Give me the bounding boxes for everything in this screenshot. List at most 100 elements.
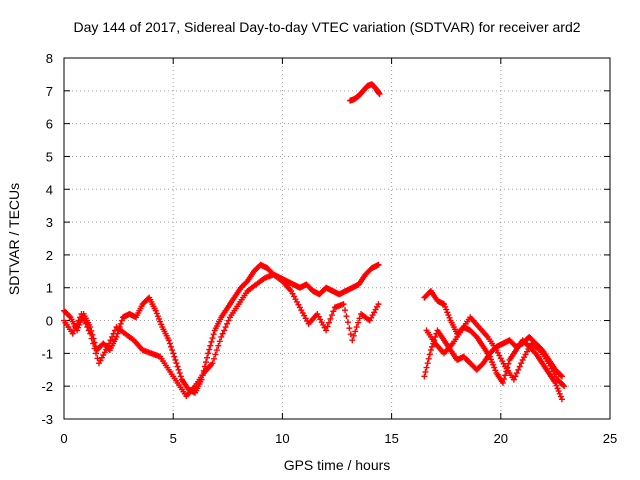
data-point	[165, 337, 172, 344]
data-point	[422, 368, 429, 375]
tick-layer	[63, 57, 611, 420]
data-point	[346, 325, 353, 332]
data-point	[72, 324, 79, 331]
data-point	[110, 330, 117, 337]
data-point	[554, 385, 561, 392]
data-point	[330, 308, 337, 315]
data-point	[152, 307, 159, 314]
data-point	[154, 313, 161, 320]
data-point	[342, 307, 349, 314]
data-point	[69, 330, 76, 337]
data-point	[169, 347, 176, 354]
data-point	[512, 373, 519, 380]
data-point	[207, 342, 214, 349]
data-point	[216, 338, 223, 345]
data-point	[85, 327, 92, 334]
x-tick-label: 0	[60, 431, 67, 446]
data-point	[78, 310, 85, 317]
y-tick-label: 1	[46, 281, 53, 296]
data-point	[352, 328, 359, 335]
data-point	[491, 364, 498, 371]
x-tick-label: 25	[603, 431, 617, 446]
grid-layer	[64, 58, 610, 419]
data-point	[555, 388, 562, 395]
data-point	[490, 361, 497, 368]
data-point	[443, 306, 450, 313]
data-point	[107, 337, 114, 344]
data-point	[153, 310, 160, 317]
data-point	[202, 359, 209, 366]
data-point	[489, 359, 496, 366]
data-point	[340, 301, 347, 308]
data-point	[445, 312, 452, 319]
data-point	[172, 356, 179, 363]
data-point	[210, 331, 217, 338]
data-point	[327, 315, 334, 322]
data-points	[61, 81, 568, 403]
data-point	[174, 363, 181, 370]
data-point	[441, 301, 448, 308]
data-point	[487, 356, 494, 363]
data-point	[349, 337, 356, 344]
data-point	[221, 327, 228, 334]
data-point	[109, 333, 116, 340]
x-tick-labels: 0 5 10 15 20 25	[60, 431, 617, 446]
y-tick-label: 0	[46, 314, 53, 329]
y-tick-label: -1	[41, 346, 53, 361]
series-points	[347, 81, 383, 104]
data-point	[344, 319, 351, 326]
data-point	[518, 360, 525, 367]
series-points	[423, 314, 568, 390]
y-tick-labels: -3 -2 -1 0 1 2 3 4 5 6 7 8	[41, 51, 53, 427]
data-point	[106, 340, 113, 347]
data-point	[501, 376, 508, 383]
data-point	[353, 324, 360, 331]
data-point	[376, 91, 383, 98]
data-point	[558, 373, 565, 380]
data-point	[84, 324, 91, 331]
data-point	[423, 364, 430, 371]
y-tick-label: -3	[41, 412, 53, 427]
data-point	[82, 320, 89, 327]
data-point	[170, 350, 177, 357]
data-point	[492, 367, 499, 374]
data-point	[210, 355, 217, 362]
data-point	[156, 315, 163, 322]
data-point	[429, 343, 436, 350]
y-tick-label: 6	[46, 117, 53, 132]
data-point	[177, 373, 184, 380]
data-point	[427, 347, 434, 354]
data-point	[218, 333, 225, 340]
data-point	[166, 340, 173, 347]
data-point	[206, 346, 213, 353]
data-point	[173, 360, 180, 367]
x-tick-label: 10	[275, 431, 289, 446]
data-point	[75, 317, 82, 324]
data-point	[104, 343, 111, 350]
data-point	[93, 350, 100, 357]
plot-frame	[63, 57, 611, 420]
data-point	[91, 345, 98, 352]
data-point	[74, 320, 81, 327]
data-point	[79, 314, 86, 321]
data-point	[557, 393, 564, 400]
data-point	[561, 383, 568, 390]
data-point	[71, 327, 78, 334]
data-point	[553, 382, 560, 389]
data-point	[213, 347, 220, 354]
data-point	[81, 317, 88, 324]
data-point	[208, 338, 215, 345]
y-tick-label: 2	[46, 248, 53, 263]
data-point	[513, 370, 520, 377]
data-point	[205, 350, 212, 357]
data-point	[425, 355, 432, 362]
y-tick-label: 5	[46, 149, 53, 164]
y-tick-label: 8	[46, 51, 53, 66]
data-point	[560, 382, 567, 389]
data-point	[212, 351, 219, 358]
series-points	[421, 327, 565, 380]
data-point	[350, 332, 357, 339]
x-axis-label: GPS time / hours	[284, 457, 391, 473]
data-point	[225, 317, 232, 324]
data-point	[222, 324, 229, 331]
